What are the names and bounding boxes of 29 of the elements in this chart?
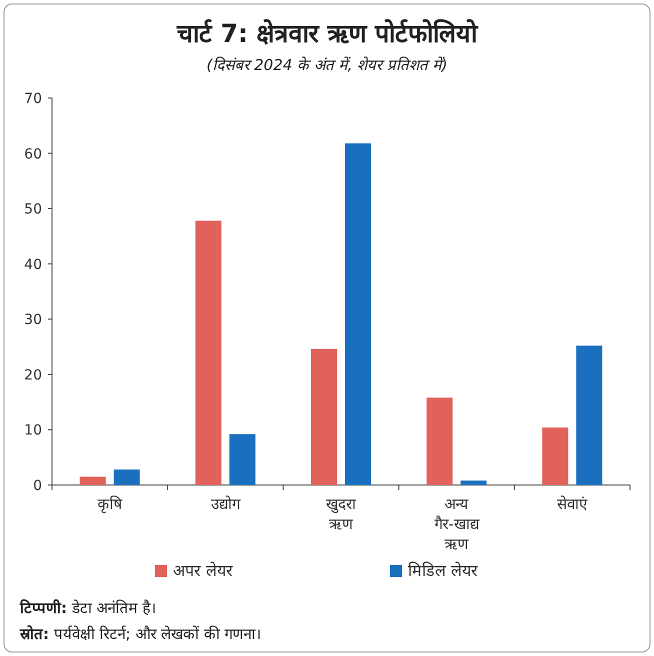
bar (114, 470, 140, 485)
y-tick-label: 30 (24, 312, 42, 328)
bar (195, 220, 222, 485)
text: स्रोत: पर्यवेक्षी रिटर्न; और लेखकों की गणना। (19, 625, 262, 643)
x-tick-label: सेवाएं (557, 495, 588, 513)
x-tick-label: खुदरा ऋण (326, 495, 357, 533)
y-tick-label: 60 (24, 146, 42, 162)
x-tick-label: उद्योग (210, 495, 241, 513)
chart-title: चार्ट 7: क्षेत्रवार ऋण पोर्टफोलियो (176, 19, 480, 48)
bar (460, 480, 487, 485)
bar (229, 434, 256, 485)
legend-label: अपर लेयर (173, 561, 234, 580)
y-tick-label: 10 (24, 422, 42, 439)
bar (345, 143, 371, 485)
y-tick-label: 70 (24, 91, 42, 107)
bar (426, 398, 453, 485)
bar (576, 346, 602, 485)
y-tick-label: 40 (24, 256, 42, 273)
x-tick-label: कृषि (97, 495, 122, 514)
y-tick-label: 20 (24, 367, 42, 384)
bar (80, 476, 106, 485)
legend-label: मिडिल लेयर (408, 561, 478, 580)
y-tick-label: 50 (24, 202, 42, 218)
chart-subtitle: (दिसंबर 2024 के अंत में, शेयर प्रतिशत में) (206, 56, 448, 74)
bar (311, 348, 337, 485)
x-tick-label: अन्य गैर-खाद्य ऋण (434, 495, 480, 553)
text: टिप्पणी: डेटा अनंतिम है। (19, 599, 156, 617)
y-tick-label: 0 (33, 478, 42, 494)
bar (542, 428, 568, 485)
